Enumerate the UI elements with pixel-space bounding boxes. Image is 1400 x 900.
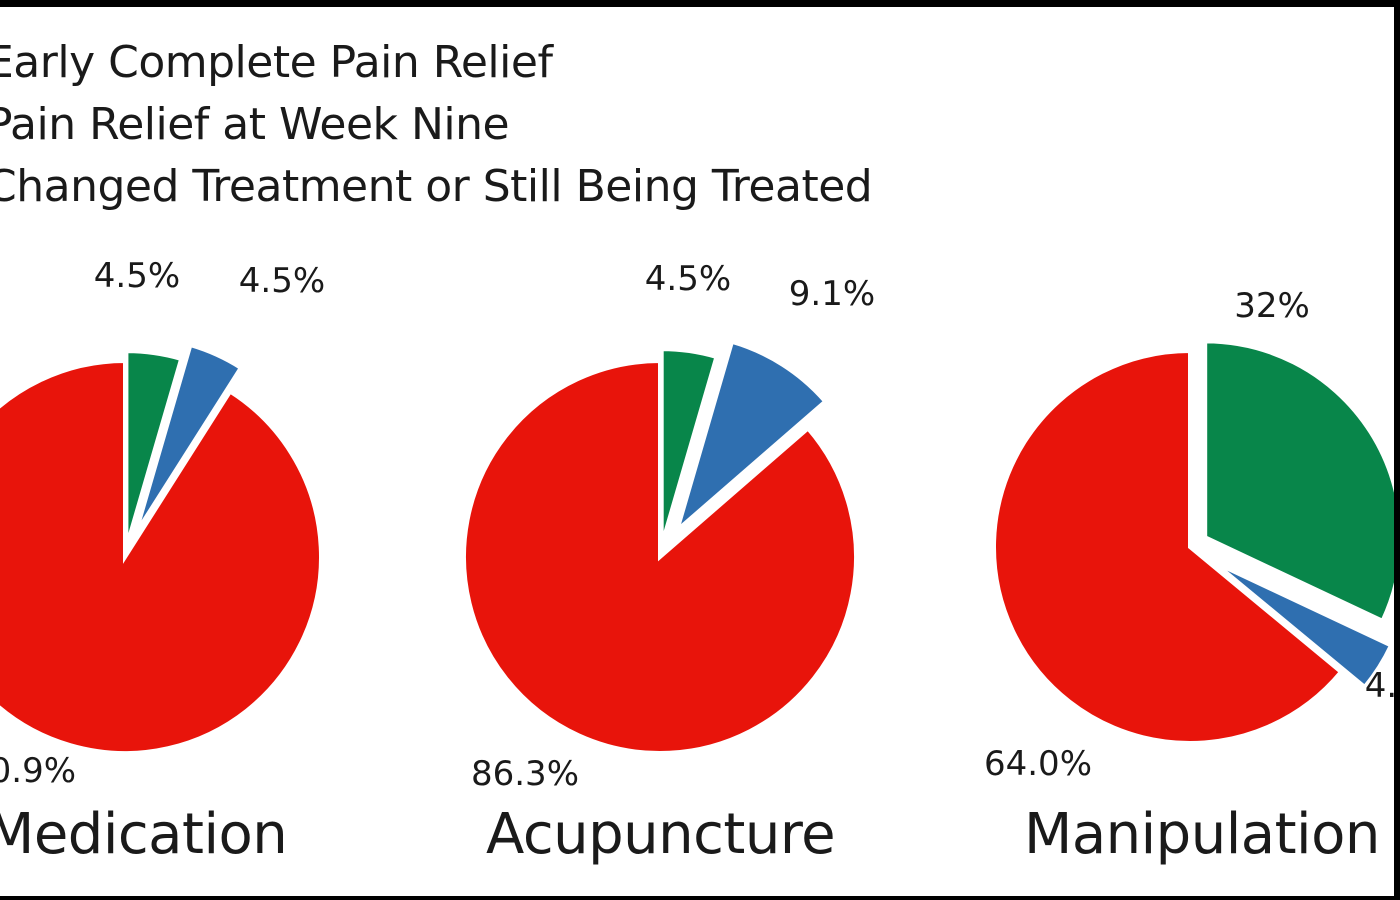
data-label-medication-changed-treatment: 90.9%: [0, 751, 76, 791]
data-label-manipulation-changed-treatment: 64.0%: [984, 744, 1092, 784]
pie-slice-acupuncture-early-relief: [659, 347, 719, 546]
pie-slice-manipulation-early-relief: [1203, 339, 1394, 624]
pie-title-manipulation: Manipulation: [1024, 802, 1380, 867]
pie-slice-manipulation-changed-treatment: [992, 348, 1344, 745]
data-label-acupuncture-week-nine: 9.1%: [789, 274, 875, 314]
data-label-manipulation-week-nine: 4.0%: [1365, 666, 1394, 706]
pie-charts: 4.5% 4.5% 90.9% 4.5% 9.1% 86.3% 32% 4.0% 64.0%: [0, 256, 1394, 794]
data-label-medication-week-nine: 4.5%: [239, 261, 325, 301]
data-label-manipulation-early-relief: 32%: [1234, 286, 1310, 326]
pie-slice-medication-early-relief: [124, 349, 184, 548]
pie-slice-acupuncture-week-nine: [673, 339, 829, 537]
pie-slice-acupuncture-changed-treatment: [462, 358, 858, 755]
data-label-acupuncture-changed-treatment: 86.3%: [471, 754, 579, 794]
pie-title-medication: Medication: [0, 802, 288, 867]
data-label-medication-early-relief: 4.5%: [94, 256, 180, 296]
legend-entry-early-relief: Early Complete Pain Relief: [0, 37, 553, 88]
pie-slice-medication-changed-treatment: [0, 358, 323, 755]
pie-slice-manipulation-week-nine: [1212, 560, 1394, 690]
legend-entry-week-nine: Pain Relief at Week Nine: [0, 99, 510, 150]
data-label-acupuncture-early-relief: 4.5%: [645, 259, 731, 299]
pie-slice-medication-week-nine: [133, 342, 244, 535]
chart-canvas: Early Complete Pain Relief Pain Relief a…: [0, 7, 1394, 896]
legend-entry-changed-treatment: Changed Treatment or Still Being Treated: [0, 161, 873, 212]
pie-title-acupuncture: Acupuncture: [486, 802, 836, 867]
